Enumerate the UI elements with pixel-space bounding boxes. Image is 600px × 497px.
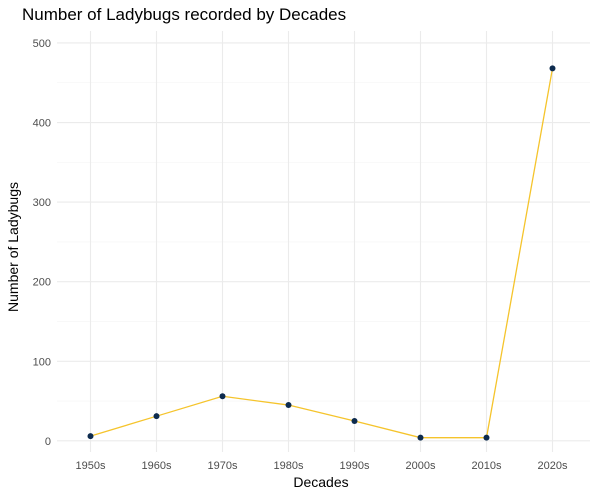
y-axis: 0 100 200 300 400 500 — [33, 38, 51, 448]
x-tick-label: 2010s — [472, 460, 502, 472]
y-tick-label: 300 — [33, 197, 51, 209]
x-axis-title: Decades — [293, 474, 348, 490]
x-axis: 1950s 1960s 1970s 1980s 1990s 2000s 2010s 2020s — [76, 460, 568, 472]
y-tick-label: 0 — [45, 436, 51, 448]
x-tick-label: 1960s — [142, 460, 172, 472]
x-tick-label: 1990s — [340, 460, 370, 472]
data-points — [87, 65, 556, 441]
y-axis-title: Number of Ladybugs — [5, 182, 21, 312]
data-point — [285, 402, 292, 409]
x-tick-label: 1980s — [274, 460, 304, 472]
grid — [57, 31, 590, 452]
y-tick-label: 400 — [33, 118, 51, 130]
y-tick-label: 500 — [33, 38, 51, 50]
x-tick-label: 1950s — [76, 460, 106, 472]
data-point — [483, 434, 490, 441]
x-tick-label: 2000s — [406, 460, 436, 472]
series-line — [90, 68, 554, 439]
data-point — [153, 413, 160, 420]
data-point — [87, 433, 94, 440]
chart-title: Number of Ladybugs recorded by Decades — [22, 5, 346, 24]
data-point — [549, 65, 556, 72]
x-tick-label: 2020s — [538, 460, 568, 472]
x-tick-label: 1970s — [208, 460, 238, 472]
y-tick-label: 200 — [33, 277, 51, 289]
y-tick-label: 100 — [33, 356, 51, 368]
data-point — [219, 393, 226, 400]
data-point — [417, 434, 424, 441]
data-point — [351, 417, 358, 424]
